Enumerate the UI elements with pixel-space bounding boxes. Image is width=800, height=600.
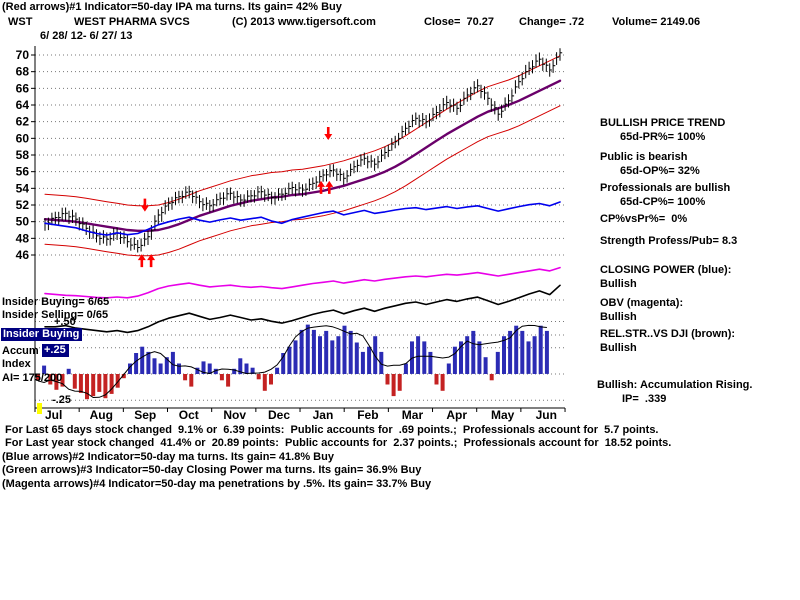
closing-power-status: Bullish	[600, 278, 637, 290]
change-value: Change= .72	[519, 16, 585, 28]
accum-label: Accum	[2, 345, 39, 357]
y-axis-label: 54	[16, 181, 30, 195]
y-axis-label: 66	[16, 81, 30, 95]
relstr-status: Bullish	[600, 342, 637, 354]
y-axis-label: 48	[16, 231, 30, 245]
obv-status: Bullish	[600, 311, 637, 323]
indicator2-legend: (Blue arrows)#2 Indicator=50-day ma turn…	[2, 451, 334, 463]
price-bars	[44, 48, 563, 253]
accum-level-plus50: +.50	[54, 316, 76, 328]
date-range: 6/ 28/ 12- 6/ 27/ 13	[40, 30, 133, 42]
relative-strength-line	[44, 284, 561, 334]
x-axis-label: Aug	[90, 408, 113, 422]
accum-level-plus25: +.25	[42, 344, 69, 357]
obv-line	[44, 266, 561, 299]
strength-ratio: Strength Profess/Pub= 8.3	[600, 235, 738, 247]
upper-band-line	[44, 55, 561, 207]
cp-percent: 65d-CP%= 100%	[620, 196, 706, 208]
indicator3-legend: (Green arrows)#3 Indicator=50-day Closin…	[2, 464, 422, 476]
y-axis-label: 56	[16, 165, 30, 179]
y-axis: 70 68 66 64 62 60 58 56 54 52 50 48 46	[16, 46, 36, 408]
y-axis-label: 52	[16, 198, 30, 212]
buy-arrow-icon	[137, 254, 146, 268]
price-trend-title: BULLISH PRICE TREND	[600, 117, 726, 129]
y-axis-label: 46	[16, 248, 30, 262]
ticker-symbol: WST	[8, 16, 33, 28]
indicator4-legend: (Magenta arrows)#4 Indicator=50-day ma p…	[2, 478, 432, 490]
x-axis-label: Jan	[313, 408, 334, 422]
x-axis: Jul Aug Sep Oct Nov Dec Jan Feb Mar Apr May Jun	[34, 407, 566, 422]
closing-power-label: CLOSING POWER (blue):	[600, 264, 732, 276]
sell-arrow-icon	[324, 126, 333, 140]
index-label: Index	[2, 358, 31, 370]
ip-value: IP= .339	[622, 393, 667, 405]
close-value: Close= 70.27	[424, 16, 495, 28]
volume-value: Volume= 2149.06	[612, 16, 701, 28]
x-axis-label: Jul	[45, 408, 62, 422]
company-name: WEST PHARMA SVCS	[74, 16, 190, 28]
cp-vs-pr: CP%vsPr%= 0%	[600, 213, 688, 225]
relstr-label: REL.STR..VS DJI (brown):	[600, 328, 736, 340]
accumulation-histogram	[36, 324, 549, 400]
accumulation-note: Bullish: Accumulation Rising.	[597, 379, 753, 391]
pr-percent: 65d-PR%= 100%	[620, 131, 706, 143]
insider-buying-highlight[interactable]: Insider Buying	[1, 328, 83, 341]
ma-line	[43, 79, 562, 233]
insider-selling-count: Insider Selling= 0/65	[2, 309, 109, 321]
buy-arrow-icon	[325, 180, 334, 194]
public-sentiment: Public is bearish	[600, 151, 688, 163]
x-axis-label: Feb	[357, 408, 378, 422]
x-axis-label: Nov	[223, 408, 246, 422]
indicator1-legend: (Red arrows)#1 Indicator=50-day IPA ma t…	[2, 1, 342, 13]
y-axis-label: 60	[16, 131, 30, 145]
accum-level-minus25: -.25	[52, 394, 71, 406]
axis-marker	[37, 403, 42, 414]
stats-year: For Last year stock changed 41.4% or 20.…	[2, 437, 672, 449]
signal-arrows	[137, 126, 334, 268]
y-axis-label: 68	[16, 65, 30, 79]
obv-label: OBV (magenta):	[600, 297, 684, 309]
x-axis-label: Jun	[536, 408, 557, 422]
closing-power-line	[44, 201, 561, 236]
x-axis-label: Apr	[446, 408, 467, 422]
insider-buying-count: Insider Buying= 6/65	[2, 296, 110, 308]
copyright-text: (C) 2013 www.tigersoft.com	[232, 16, 376, 28]
y-axis-label: 64	[16, 98, 30, 112]
x-axis-label: Oct	[179, 408, 199, 422]
y-axis-label: 70	[16, 48, 30, 62]
y-axis-label: 62	[16, 115, 30, 129]
x-axis-label: May	[491, 408, 515, 422]
buy-arrow-icon	[147, 254, 156, 268]
x-axis-label: Sep	[134, 408, 156, 422]
x-axis-label: Dec	[268, 408, 290, 422]
buy-arrow-icon	[317, 180, 326, 194]
sell-arrow-icon	[140, 198, 149, 212]
lower-band-line	[44, 105, 561, 257]
y-axis-label: 50	[16, 215, 30, 229]
ai-ratio: AI= 175/200	[2, 372, 63, 384]
y-axis-label: 58	[16, 148, 30, 162]
x-axis-label: Mar	[402, 408, 424, 422]
op-percent: 65d-OP%= 32%	[620, 165, 700, 177]
stats-65day: For Last 65 days stock changed 9.1% or 6…	[2, 424, 659, 436]
professional-sentiment: Professionals are bullish	[600, 182, 731, 194]
